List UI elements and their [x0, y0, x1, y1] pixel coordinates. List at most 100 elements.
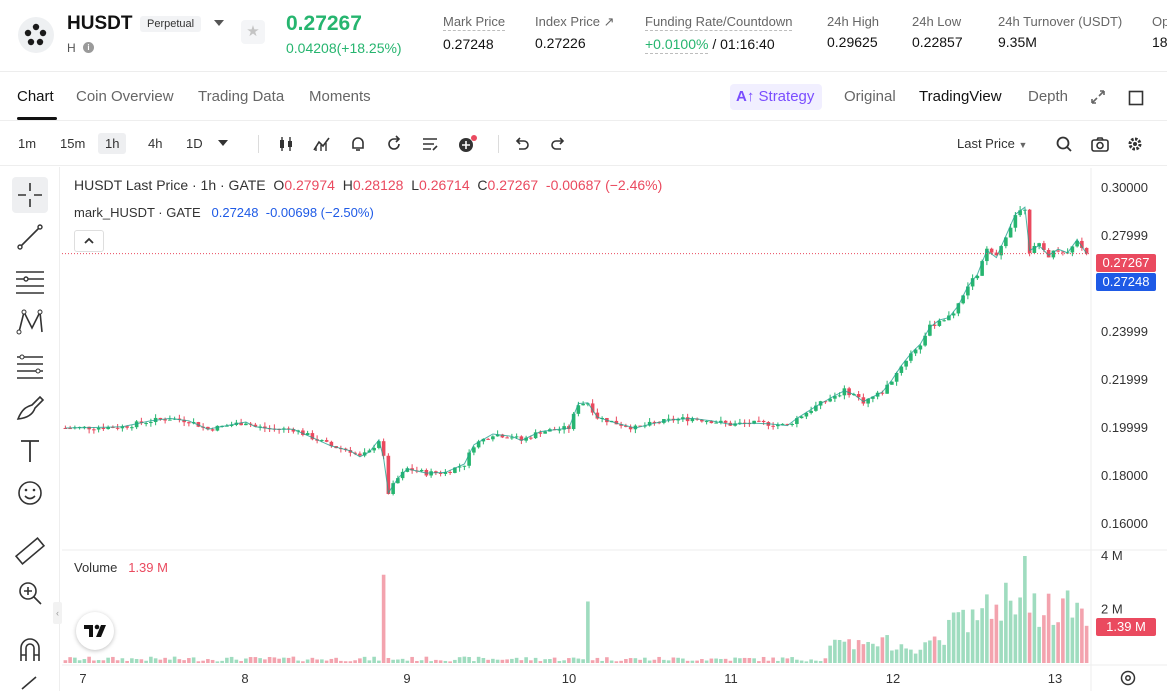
candle-body	[505, 437, 509, 439]
timeframe-1m[interactable]: 1m	[18, 136, 37, 151]
volume-bar	[638, 659, 642, 663]
candle-body	[614, 420, 619, 425]
price-type-selector[interactable]: Last Price ▼	[957, 136, 1027, 151]
emoji-icon[interactable]	[12, 474, 48, 510]
undo-icon[interactable]	[511, 133, 533, 155]
series-title: HUSDT Last Price · 1h · GATE	[74, 177, 266, 193]
symbol-dropdown-icon[interactable]	[214, 20, 224, 26]
view-tradingview[interactable]: TradingView	[919, 88, 1002, 105]
candle-body	[928, 324, 932, 336]
coin-logo	[18, 17, 54, 53]
brush-icon[interactable]	[12, 389, 48, 425]
candle-body	[291, 429, 296, 432]
candle-body	[899, 366, 904, 373]
view-original[interactable]: Original	[844, 88, 896, 105]
mark-series-legend: mark_HUSDT · GATE 0.27248 -0.00698 (−2.5…	[74, 205, 374, 220]
volume-bar	[438, 660, 443, 663]
volume-bar	[400, 658, 405, 663]
view-depth[interactable]: Depth	[1028, 88, 1069, 105]
volume-bar	[799, 660, 804, 663]
volume-bar	[894, 649, 899, 663]
candle-body	[163, 419, 167, 421]
volume-bar	[842, 641, 847, 663]
chevron-up-icon	[84, 237, 94, 244]
add-plugin-icon[interactable]	[456, 133, 478, 155]
camera-icon[interactable]	[1089, 133, 1111, 155]
indicators-icon[interactable]	[311, 133, 333, 155]
stat-index-price[interactable]: Index Price ↗ 0.27226	[535, 14, 615, 51]
fib-retracement-icon[interactable]	[12, 347, 48, 383]
tab-moments[interactable]: Moments	[309, 88, 371, 105]
candle-body	[215, 425, 220, 431]
volume-bar	[885, 635, 889, 663]
candle-body	[799, 416, 804, 419]
info-icon[interactable]: i	[83, 42, 94, 53]
fullscreen-icon[interactable]	[1128, 90, 1144, 106]
strategy-button[interactable]: A↑ Strategy	[730, 84, 823, 110]
replay-icon[interactable]	[383, 133, 405, 155]
volume-bar	[833, 639, 837, 663]
volume-bar	[719, 658, 723, 663]
price-chart[interactable]: 0.300000.279990.259990.239990.219990.199…	[62, 168, 1167, 691]
candle-body	[386, 455, 391, 494]
ruler-icon[interactable]	[12, 533, 48, 569]
volume-bar	[153, 658, 158, 663]
chart-settings-icon[interactable]	[1118, 668, 1138, 688]
candle-body	[68, 428, 72, 430]
symbol-name[interactable]: HUSDT	[67, 13, 133, 34]
tab-coin-overview[interactable]: Coin Overview	[76, 88, 174, 105]
collapse-legend-button[interactable]	[74, 230, 104, 252]
text-tool-icon[interactable]	[12, 432, 48, 468]
stat-value: 0.27226	[535, 35, 586, 51]
redo-icon[interactable]	[547, 133, 569, 155]
alert-icon[interactable]	[347, 133, 369, 155]
volume-bar	[1051, 624, 1056, 663]
lock-drawing-icon[interactable]	[12, 671, 48, 691]
tab-chart[interactable]: Chart	[17, 88, 54, 105]
candle-body	[880, 392, 885, 394]
ohlc-change: -0.00687 (−2.46%)	[545, 177, 663, 193]
horizontal-lines-icon[interactable]	[12, 262, 48, 298]
volume-bar	[220, 660, 224, 663]
candle-body	[448, 471, 452, 473]
expand-icon[interactable]	[1090, 89, 1106, 105]
favorite-star-icon[interactable]: ★	[241, 20, 265, 44]
pattern-icon[interactable]	[12, 304, 48, 340]
timeframe-dropdown-icon[interactable]	[218, 140, 228, 146]
crosshair-icon[interactable]	[12, 177, 48, 213]
candle-body	[391, 483, 395, 494]
volume-bar	[1075, 602, 1079, 663]
volume-bar	[210, 659, 215, 663]
candle-body	[980, 261, 984, 276]
price-type-label: Last Price	[957, 136, 1015, 151]
candle-body	[809, 410, 813, 413]
volume-bar	[510, 658, 514, 663]
coin-logo-icon	[24, 23, 47, 46]
timeframe-1h[interactable]: 1h	[98, 133, 127, 154]
trendline-icon[interactable]	[12, 219, 48, 255]
collapse-toolbar-icon[interactable]: ‹	[53, 602, 62, 624]
tab-trading-data[interactable]: Trading Data	[198, 88, 285, 105]
timeframe-1d[interactable]: 1D	[186, 136, 203, 151]
magnet-icon[interactable]	[12, 633, 48, 669]
volume-bar	[462, 656, 467, 663]
volume-bar	[405, 660, 410, 663]
timeframe-4h[interactable]: 4h	[148, 136, 163, 151]
search-icon[interactable]	[1053, 133, 1075, 155]
candle-type-icon[interactable]	[275, 133, 297, 155]
volume-bar	[339, 660, 343, 663]
timeframe-15m[interactable]: 15m	[60, 136, 86, 151]
candle-body	[785, 423, 790, 425]
zoom-in-icon[interactable]	[12, 575, 48, 611]
volume-bar	[495, 659, 500, 663]
volume-bar	[491, 658, 495, 663]
volume-bar	[158, 659, 163, 663]
candle-body	[752, 420, 756, 424]
candle-body	[804, 412, 809, 417]
volume-bar	[225, 657, 229, 663]
gear-icon[interactable]	[1124, 133, 1146, 155]
volume-bar	[514, 657, 519, 663]
tradingview-logo[interactable]	[76, 612, 114, 650]
volume-bar	[177, 659, 182, 663]
template-icon[interactable]	[419, 133, 441, 155]
